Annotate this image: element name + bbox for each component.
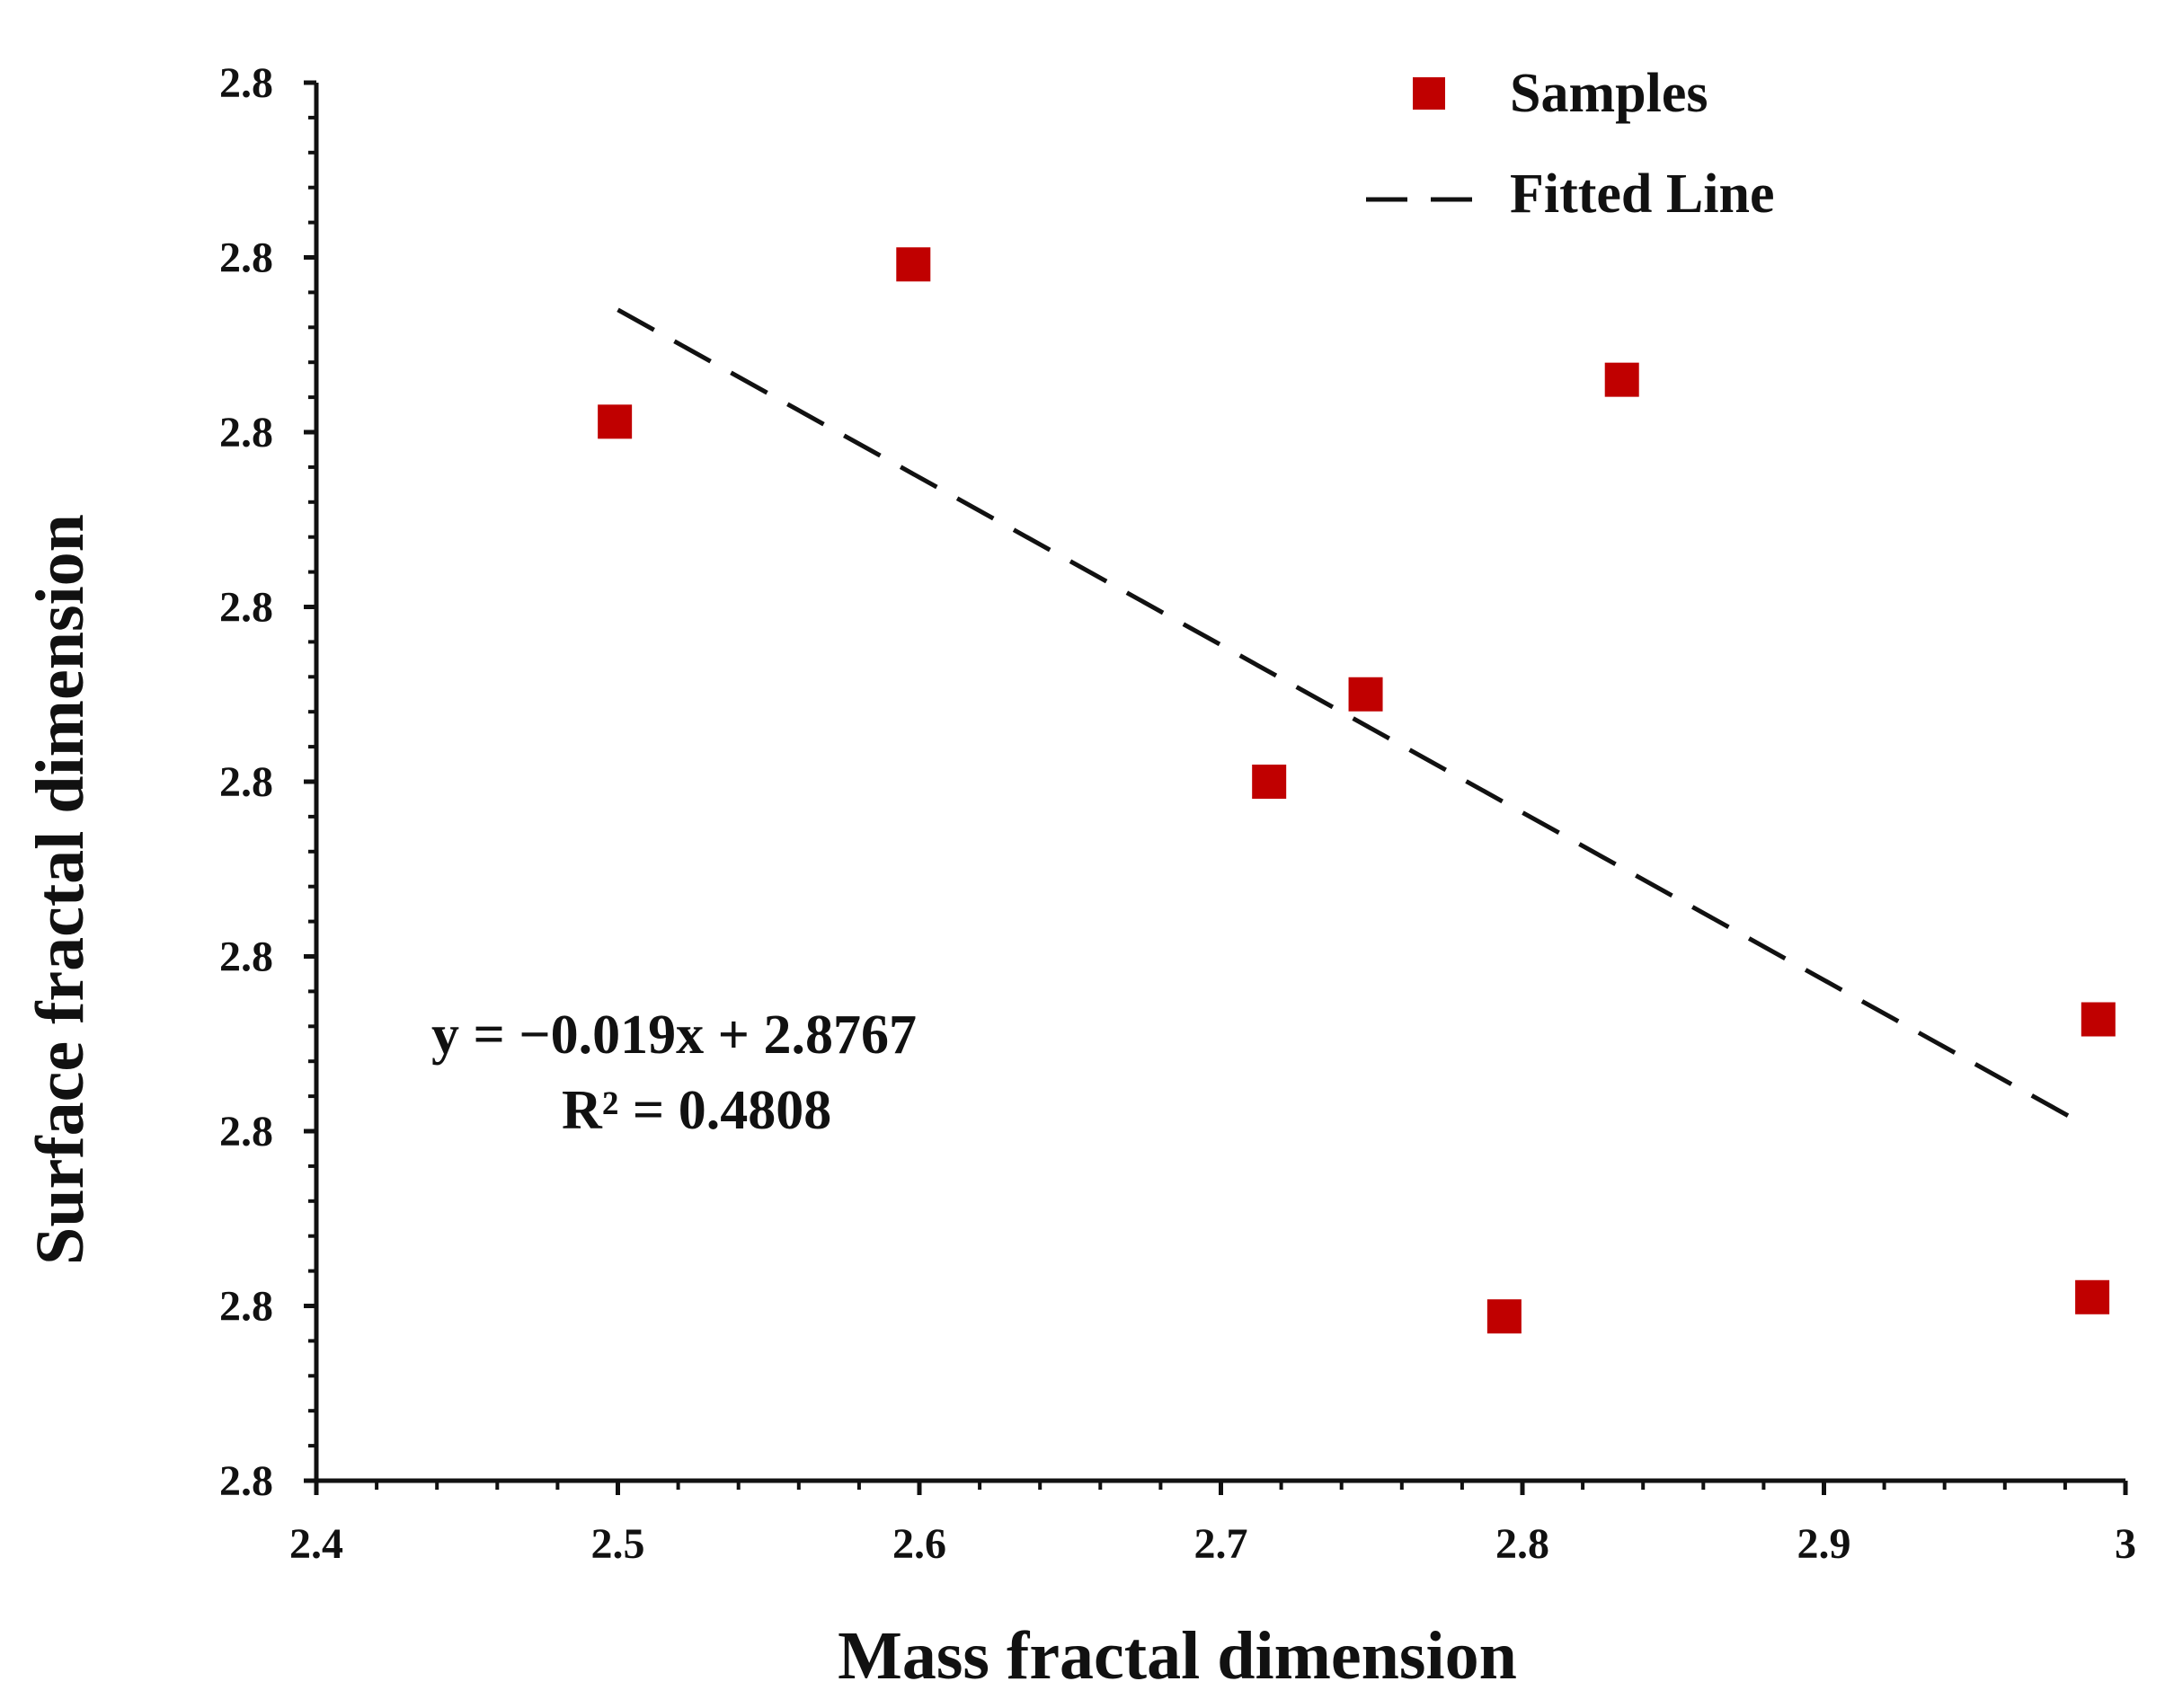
legend: Samples Fitted Line xyxy=(1366,63,1774,225)
regression-equation: y = −0.019x + 2.8767 xyxy=(431,1004,917,1066)
x-tick-label: 2.9 xyxy=(1797,1520,1851,1568)
sample-point xyxy=(1486,1299,1522,1334)
y-tick-label: 2.8 xyxy=(219,584,273,632)
y-tick-label: 2.8 xyxy=(219,758,273,806)
sample-point xyxy=(2075,1279,2110,1314)
x-tick-label: 2.7 xyxy=(1194,1520,1248,1568)
y-tick-label: 2.8 xyxy=(219,59,273,107)
y-axis-ticks: 2.8 2.8 2.8 2.8 2.8 2.8 2.8 2.8 2.8 xyxy=(219,59,316,1505)
x-tick-label: 2.4 xyxy=(289,1520,343,1568)
sample-point xyxy=(2081,1002,2116,1037)
legend-samples-marker xyxy=(1413,77,1445,110)
legend-samples-label: Samples xyxy=(1510,63,1708,124)
fitted-line xyxy=(617,307,2081,1125)
r-squared-label: R² = 0.4808 xyxy=(562,1080,831,1141)
y-tick-label: 2.8 xyxy=(219,1108,273,1155)
x-tick-label: 2.6 xyxy=(892,1520,946,1568)
x-tick-label: 2.5 xyxy=(591,1520,645,1568)
sample-point xyxy=(896,247,931,282)
x-tick-label: 2.8 xyxy=(1495,1520,1549,1568)
sample-point xyxy=(1348,677,1383,712)
sample-point xyxy=(1604,362,1639,397)
y-tick-label: 2.8 xyxy=(219,235,273,282)
legend-fitted-line-label: Fitted Line xyxy=(1510,164,1774,225)
y-tick-label: 2.8 xyxy=(219,1283,273,1331)
y-tick-label: 2.8 xyxy=(219,934,273,981)
sample-point xyxy=(598,404,633,439)
y-axis-title: Surface fractal dimension xyxy=(22,514,98,1265)
y-tick-label: 2.8 xyxy=(219,1457,273,1505)
x-tick-label: 3 xyxy=(2115,1520,2136,1568)
x-axis-title: Mass fractal dimension xyxy=(838,1618,1517,1694)
sample-points xyxy=(598,247,2116,1334)
sample-point xyxy=(1252,765,1287,799)
y-tick-label: 2.8 xyxy=(219,409,273,456)
x-axis-ticks: 2.4 2.5 2.6 2.7 2.8 2.9 3 xyxy=(289,1481,2136,1568)
fitted-line-group xyxy=(617,307,2081,1125)
